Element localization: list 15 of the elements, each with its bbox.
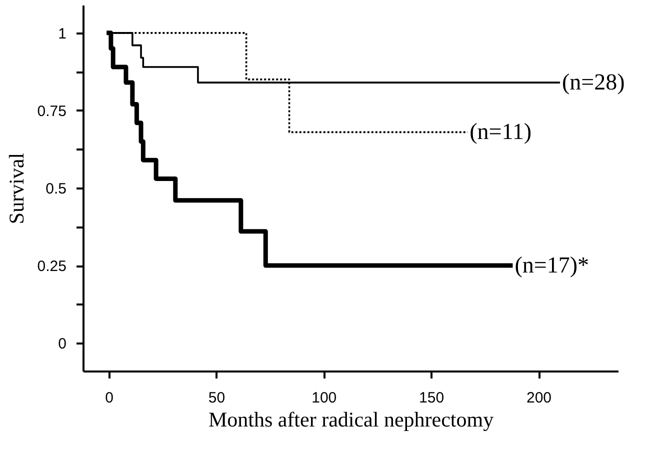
x-tick-label: 100 <box>312 390 337 406</box>
x-tick-label: 0 <box>105 390 114 406</box>
y-tick-label: 0.5 <box>46 180 66 198</box>
x-tick-label: 150 <box>419 390 444 406</box>
y-axis-title: Survival <box>4 152 28 224</box>
y-tick-label: 0.75 <box>37 102 66 120</box>
x-axis-title: Months after radical nephrectomy <box>208 408 494 432</box>
annotation: (n=11) <box>470 119 532 144</box>
annotation: (n=28) <box>562 70 625 95</box>
y-tick-label: 0.25 <box>37 258 66 276</box>
x-tick-label: 50 <box>208 390 226 406</box>
y-tick-label: 0 <box>58 336 66 353</box>
annotation: (n=17)* <box>514 252 590 278</box>
x-tick-label: 200 <box>526 390 552 406</box>
y-tick-label: 1 <box>58 25 66 42</box>
